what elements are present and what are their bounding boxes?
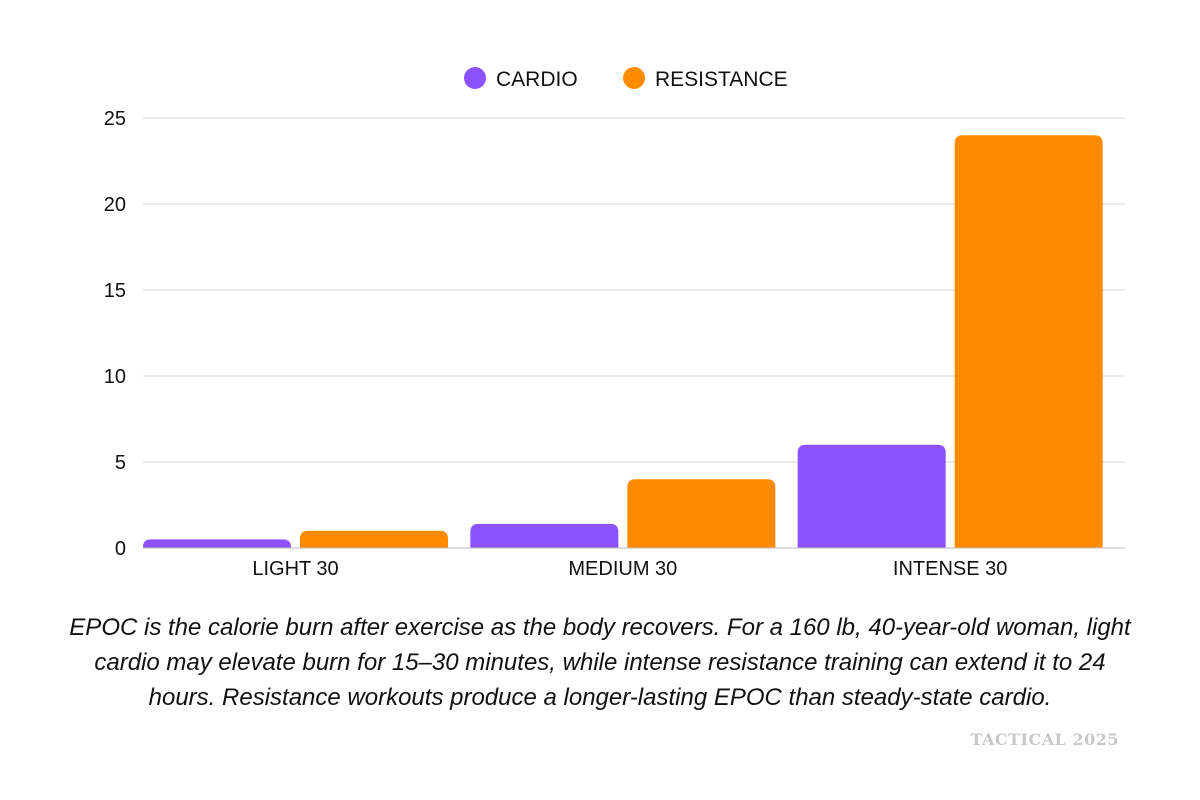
bar-cardio-intense-30 [797, 444, 946, 548]
chart-caption: EPOC is the calorie burn after exercise … [69, 614, 1131, 711]
y-tick-label: 5 [115, 452, 126, 474]
x-tick-label: MEDIUM 30 [568, 558, 677, 580]
y-tick-label: 20 [104, 194, 126, 216]
watermark: TACTICAL 2025 [970, 730, 1119, 749]
y-tick-label: 25 [104, 108, 126, 130]
y-tick-label: 15 [104, 280, 126, 302]
epoc-bar-chart: CARDIO RESISTANCE 0 5 10 15 20 25 LIGHT 30 MEDI… [104, 67, 1125, 580]
bar-cardio-medium-30 [470, 523, 619, 548]
bar-cardio-light-30 [143, 539, 291, 548]
y-tick-label: 0 [115, 538, 126, 560]
x-tick-label: LIGHT 30 [252, 558, 338, 580]
bar-resistance-light-30 [300, 530, 448, 548]
y-tick-label: 10 [104, 366, 126, 388]
legend-swatch-cardio [464, 67, 486, 89]
y-axis-ticks: 0 5 10 15 20 25 [104, 108, 126, 560]
legend-swatch-resistance [623, 67, 645, 89]
x-axis-ticks: LIGHT 30 MEDIUM 30 INTENSE 30 [252, 558, 1007, 580]
bar-resistance-intense-30 [954, 135, 1103, 548]
x-tick-label: INTENSE 30 [893, 558, 1007, 580]
bar-resistance-medium-30 [627, 479, 776, 548]
legend-label-resistance: RESISTANCE [655, 68, 788, 91]
chart-bars [143, 135, 1103, 548]
chart-legend: CARDIO RESISTANCE [464, 67, 788, 91]
legend-label-cardio: CARDIO [496, 68, 578, 91]
